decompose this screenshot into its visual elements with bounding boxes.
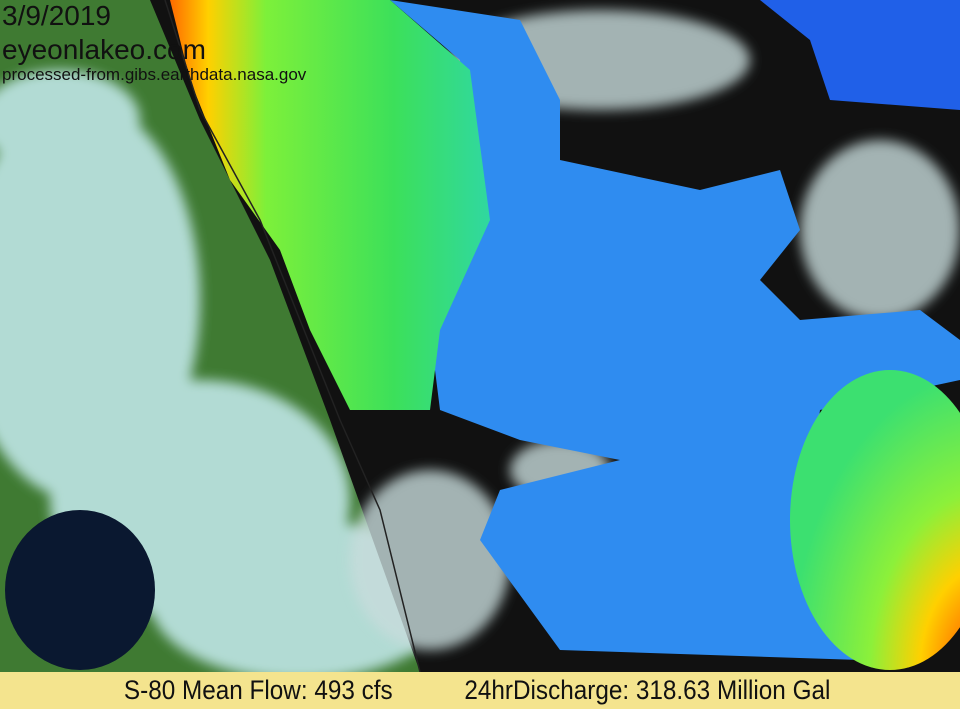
green-water-se (790, 370, 960, 670)
image-date: 3/9/2019 (2, 0, 111, 31)
website-watermark: eyeonlakeo.com (2, 34, 206, 65)
mean-flow-text: S-80 Mean Flow: 493 cfs (124, 675, 394, 705)
blue-water-ne (760, 0, 960, 110)
data-source-credit: processed-from.gibs.earthdata.nasa.gov (2, 65, 307, 84)
satellite-map (0, 0, 960, 672)
discharge-text: 24hrDischarge: 318.63 Million Gal (464, 675, 831, 705)
green-water-plume (170, 0, 490, 410)
flow-info-bar: S-80 Mean Flow: 493 cfs 24hrDischarge: 3… (0, 672, 960, 709)
blue-water-region (390, 0, 960, 660)
lake (5, 510, 155, 670)
coastline (164, 0, 421, 672)
